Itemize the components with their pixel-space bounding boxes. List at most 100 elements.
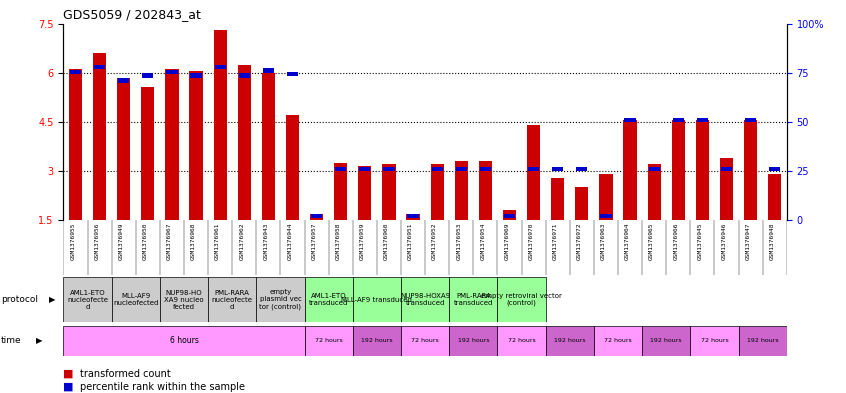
Bar xyxy=(208,277,256,322)
Bar xyxy=(497,326,546,356)
Text: PML-RARA
transduced: PML-RARA transduced xyxy=(453,293,493,306)
Bar xyxy=(431,167,442,171)
Bar xyxy=(454,161,468,220)
Text: empty retroviral vector
(control): empty retroviral vector (control) xyxy=(481,293,562,307)
Text: GSM1376951: GSM1376951 xyxy=(408,223,413,260)
Bar xyxy=(215,65,226,70)
Bar xyxy=(624,120,637,220)
Text: ■: ■ xyxy=(63,369,74,379)
Bar xyxy=(406,213,420,220)
Text: GSM1376964: GSM1376964 xyxy=(625,223,630,260)
Bar xyxy=(358,166,371,220)
Bar xyxy=(695,120,709,220)
Text: 192 hours: 192 hours xyxy=(458,338,489,343)
Bar xyxy=(167,70,178,74)
Text: GSM1376954: GSM1376954 xyxy=(481,223,486,260)
Bar xyxy=(739,326,787,356)
Text: GSM1376956: GSM1376956 xyxy=(95,223,100,260)
Text: GSM1376947: GSM1376947 xyxy=(745,223,750,260)
Bar xyxy=(382,164,396,220)
Text: PML-RARA
nucleofecte
d: PML-RARA nucleofecte d xyxy=(212,290,253,310)
Bar xyxy=(239,73,250,78)
Bar xyxy=(334,163,348,220)
Bar xyxy=(213,30,227,220)
Text: MLL-AF9 transduced: MLL-AF9 transduced xyxy=(342,297,412,303)
Bar xyxy=(63,326,305,356)
Bar xyxy=(310,213,323,220)
Bar xyxy=(256,277,305,322)
Bar xyxy=(642,326,690,356)
Text: GSM1376969: GSM1376969 xyxy=(504,223,509,260)
Text: GSM1376972: GSM1376972 xyxy=(577,223,582,260)
Text: GSM1376950: GSM1376950 xyxy=(143,223,148,260)
Text: GSM1376971: GSM1376971 xyxy=(552,223,558,260)
Bar xyxy=(744,120,757,220)
Bar xyxy=(238,64,251,220)
Bar xyxy=(335,167,346,171)
Bar xyxy=(721,167,732,171)
Bar xyxy=(94,65,105,70)
Text: GSM1376965: GSM1376965 xyxy=(649,223,654,260)
Bar xyxy=(480,167,491,171)
Text: protocol: protocol xyxy=(1,295,38,304)
Text: GSM1376968: GSM1376968 xyxy=(191,223,196,260)
Text: ■: ■ xyxy=(63,382,74,392)
Bar xyxy=(647,164,661,220)
Bar xyxy=(527,125,541,220)
Bar xyxy=(408,214,419,219)
Bar xyxy=(624,118,635,122)
Bar xyxy=(504,214,515,219)
Bar xyxy=(690,326,739,356)
Bar xyxy=(287,72,298,76)
Bar xyxy=(768,174,782,220)
Bar xyxy=(117,78,130,220)
Text: time: time xyxy=(1,336,21,345)
Text: 72 hours: 72 hours xyxy=(604,338,632,343)
Bar xyxy=(497,277,546,322)
Bar xyxy=(745,118,756,122)
Bar xyxy=(576,167,587,171)
Text: 72 hours: 72 hours xyxy=(315,338,343,343)
Text: NUP98-HOXA9
transduced: NUP98-HOXA9 transduced xyxy=(400,293,450,306)
Text: GSM1376955: GSM1376955 xyxy=(70,223,75,260)
Bar xyxy=(141,88,155,220)
Bar xyxy=(575,187,589,220)
Text: ▶: ▶ xyxy=(36,336,42,345)
Text: AML1-ETO
nucleofecte
d: AML1-ETO nucleofecte d xyxy=(67,290,108,310)
Bar xyxy=(503,210,516,220)
Bar xyxy=(546,326,594,356)
Text: AML1-ETO
transduced: AML1-ETO transduced xyxy=(309,293,349,306)
Bar xyxy=(456,167,467,171)
Bar xyxy=(431,164,444,220)
Bar xyxy=(449,326,497,356)
Bar xyxy=(672,120,685,220)
Bar xyxy=(649,167,660,171)
Bar xyxy=(479,161,492,220)
Text: GSM1376944: GSM1376944 xyxy=(288,223,293,260)
Bar xyxy=(305,277,353,322)
Text: 192 hours: 192 hours xyxy=(651,338,682,343)
Text: 72 hours: 72 hours xyxy=(700,338,728,343)
Bar xyxy=(551,178,564,220)
Bar xyxy=(599,174,613,220)
Text: 192 hours: 192 hours xyxy=(747,338,778,343)
Text: GSM1376945: GSM1376945 xyxy=(697,223,702,260)
Bar xyxy=(720,158,733,220)
Bar xyxy=(360,167,371,171)
Text: GSM1376946: GSM1376946 xyxy=(722,223,727,260)
Text: GSM1376970: GSM1376970 xyxy=(529,223,534,260)
Text: GSM1376959: GSM1376959 xyxy=(360,223,365,260)
Bar xyxy=(311,214,322,219)
Bar xyxy=(286,115,299,220)
Text: MLL-AF9
nucleofected: MLL-AF9 nucleofected xyxy=(113,293,158,306)
Bar xyxy=(63,277,112,322)
Bar xyxy=(160,277,208,322)
Bar xyxy=(401,326,449,356)
Text: GSM1376958: GSM1376958 xyxy=(336,223,341,260)
Text: 72 hours: 72 hours xyxy=(411,338,439,343)
Bar xyxy=(263,68,274,73)
Bar xyxy=(528,167,539,171)
Text: GSM1376953: GSM1376953 xyxy=(456,223,461,260)
Bar xyxy=(552,167,563,171)
Bar xyxy=(190,71,203,220)
